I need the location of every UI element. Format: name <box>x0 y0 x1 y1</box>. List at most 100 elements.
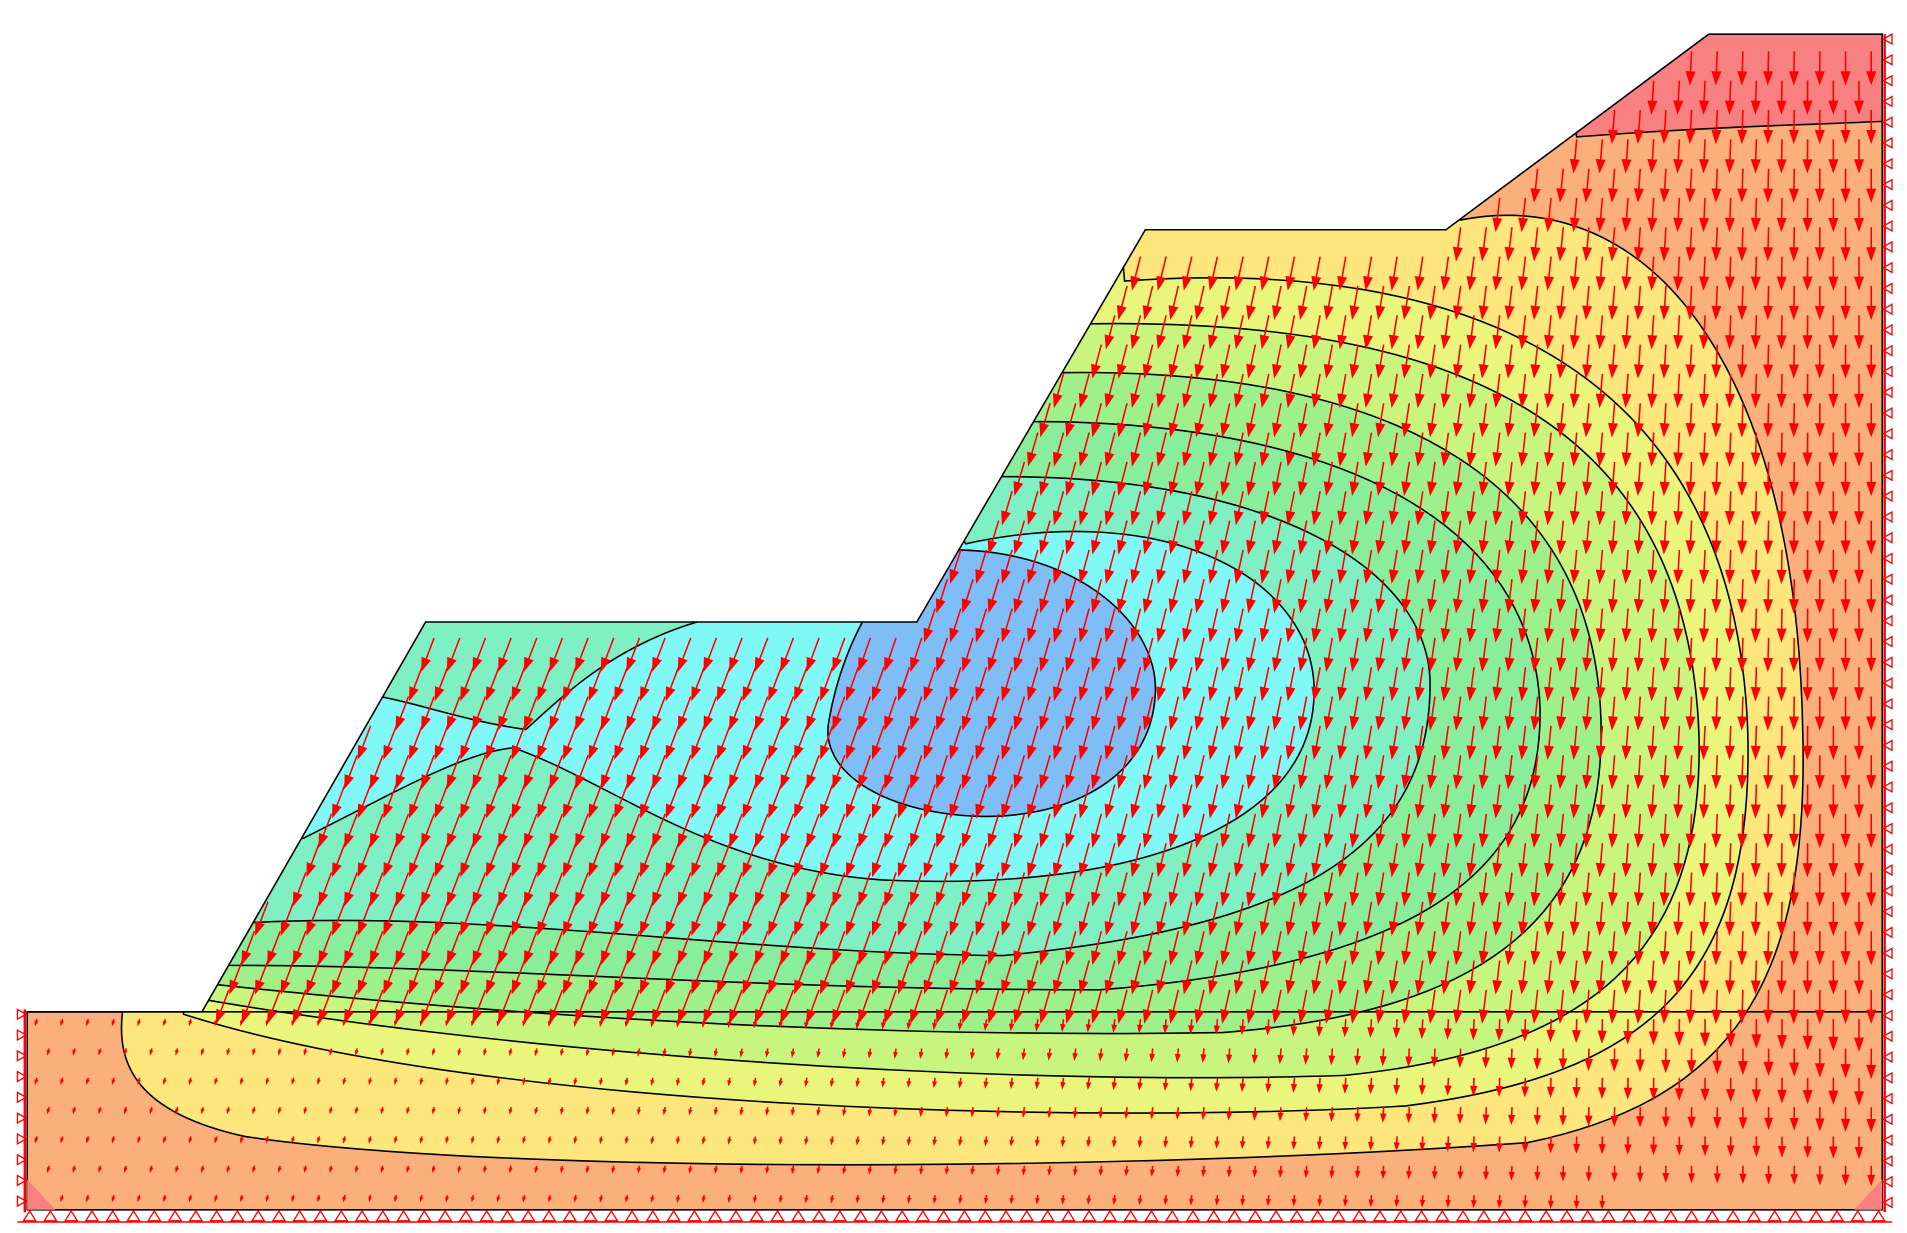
vector-arrow <box>1130 432 1142 467</box>
vector-arrow <box>987 930 1000 966</box>
vector-arrow <box>1685 872 1696 907</box>
support <box>16 1195 28 1208</box>
vector-arrow <box>832 930 846 966</box>
vector-arrow <box>1751 1019 1762 1049</box>
support <box>707 1209 723 1222</box>
support <box>437 1209 453 1222</box>
vector-arrow <box>1675 1136 1684 1156</box>
vector-arrow <box>549 696 564 731</box>
vector-arrow <box>1610 1048 1619 1072</box>
vector-arrow <box>1078 960 1090 995</box>
vector-arrow <box>1763 461 1774 497</box>
vector-arrow <box>778 1077 783 1087</box>
vector-arrow <box>1297 872 1308 907</box>
vector-arrow <box>961 930 974 966</box>
vector-arrow <box>1647 80 1658 115</box>
vector-arrow <box>332 960 346 995</box>
support <box>22 1209 37 1222</box>
vector-arrow <box>1368 1195 1374 1208</box>
vector-arrow <box>1788 227 1799 262</box>
vector-arrow <box>1699 608 1710 643</box>
vector-arrow <box>842 1165 847 1175</box>
vector-arrow <box>949 901 962 936</box>
vector-arrow <box>1608 696 1618 731</box>
vector-arrow <box>1737 461 1748 497</box>
vector-arrow <box>1726 1077 1736 1103</box>
vector-arrow <box>292 930 307 966</box>
vector-arrow <box>1569 491 1580 526</box>
vector-arrow <box>1414 667 1425 702</box>
vector-arrow <box>1518 315 1529 350</box>
vector-arrow <box>1504 637 1515 673</box>
vector-arrow <box>1685 227 1696 262</box>
vector-arrow <box>1763 755 1774 790</box>
support <box>1882 947 1893 960</box>
vector-arrow <box>1078 491 1090 526</box>
vector-arrow <box>1259 843 1270 878</box>
vector-arrow <box>1246 813 1257 848</box>
vector-arrow <box>923 666 936 702</box>
vector-arrow <box>1724 549 1735 585</box>
vector-arrow <box>1750 197 1761 233</box>
vector-arrow <box>1814 872 1825 907</box>
support <box>1882 531 1893 544</box>
vector-arrow <box>1130 373 1142 409</box>
support <box>1882 1196 1893 1209</box>
vector-arrow <box>1039 754 1051 790</box>
vector-arrow <box>936 637 949 672</box>
vector-arrow <box>636 1048 642 1057</box>
vector-arrow <box>1008 1019 1015 1032</box>
vector-arrow <box>765 1107 770 1116</box>
vector-arrow <box>585 1165 590 1174</box>
vector-arrow <box>1323 696 1334 731</box>
vector-arrow <box>1457 1165 1464 1181</box>
vector-arrow <box>1711 344 1722 379</box>
vector-arrow <box>987 754 1000 790</box>
support <box>16 1049 28 1062</box>
vector-arrow <box>1401 813 1412 848</box>
vector-arrow <box>1737 344 1748 379</box>
vector-arrow <box>1711 989 1722 1024</box>
vector-arrow <box>1673 901 1684 937</box>
vector-arrow <box>1466 725 1477 761</box>
support <box>1882 718 1893 731</box>
vector-arrow <box>1323 403 1334 438</box>
vector-arrow <box>1763 872 1774 907</box>
vector-arrow <box>1328 1107 1335 1122</box>
vector-arrow <box>1065 403 1077 438</box>
vector-arrow <box>1021 1107 1027 1119</box>
vector-arrow <box>395 813 410 848</box>
vector-arrow <box>434 666 449 702</box>
vector-arrow <box>1814 168 1825 203</box>
vector-arrow <box>1482 1048 1490 1069</box>
vector-arrow <box>1220 989 1231 1024</box>
vector-arrow <box>1763 51 1774 86</box>
vector-arrow <box>1341 1019 1349 1038</box>
vector-arrow <box>754 637 769 672</box>
vector-arrow <box>457 1048 462 1056</box>
vector-arrow <box>1633 637 1644 673</box>
support <box>1882 822 1893 835</box>
vector-arrow <box>932 1077 938 1089</box>
support <box>209 1209 224 1222</box>
vector-arrow <box>1168 696 1180 731</box>
vector-arrow <box>1544 901 1554 937</box>
vector-arrow <box>267 989 281 1024</box>
vector-arrow <box>1208 549 1219 585</box>
support <box>1227 1209 1242 1222</box>
vector-arrow <box>1388 315 1399 350</box>
vector-arrow <box>1414 608 1425 643</box>
vector-arrow <box>460 960 474 995</box>
vector-arrow <box>1866 637 1877 673</box>
vector-arrow <box>1182 842 1193 878</box>
vector-arrow <box>1078 784 1090 819</box>
vector-arrow <box>1685 344 1696 379</box>
vector-arrow <box>1130 725 1142 760</box>
vector-arrow <box>1272 989 1282 1024</box>
support <box>1882 427 1893 440</box>
vector-arrow <box>1418 1019 1427 1040</box>
support <box>1882 469 1893 482</box>
vector-arrow <box>1220 403 1231 438</box>
vector-arrow <box>1546 1077 1555 1098</box>
vector-arrow <box>1478 931 1489 966</box>
